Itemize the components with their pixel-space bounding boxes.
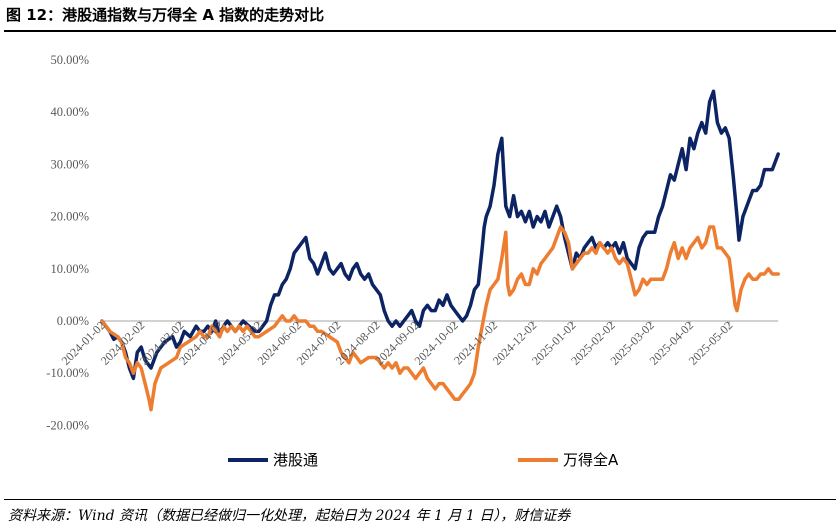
figure-title: 图 12：港股通指数与万得全 A 指数的走势对比 xyxy=(6,6,325,24)
series-lines xyxy=(100,89,780,412)
y-tick-label: 50.00% xyxy=(50,53,89,67)
y-tick-label: -10.00% xyxy=(46,366,89,380)
y-tick-label: 10.00% xyxy=(50,262,89,276)
series-line-1 xyxy=(100,89,780,381)
y-tick-label: -20.00% xyxy=(46,418,89,432)
y-tick-label: 20.00% xyxy=(50,210,89,224)
series-line-2 xyxy=(100,225,780,412)
y-tick-label: 30.00% xyxy=(50,157,89,171)
top-rule xyxy=(4,30,836,32)
y-tick-label: 40.00% xyxy=(50,105,89,119)
x-axis-ticks: 2024-01-022024-02-022024-03-022024-04-02… xyxy=(59,318,736,367)
bottom-rule xyxy=(4,499,836,500)
legend-label-2: 万得全A xyxy=(563,451,619,469)
y-tick-label: 0.00% xyxy=(57,314,89,328)
chart: 50.00% 40.00% 30.00% 20.00% 10.00% 0.00% -10.0… xyxy=(46,53,780,469)
x-axis-tickmarks xyxy=(101,321,730,326)
legend-label-1: 港股通 xyxy=(273,451,318,469)
y-axis-ticks: 50.00% 40.00% 30.00% 20.00% 10.00% 0.00% -10.0… xyxy=(46,53,89,432)
legend: 港股通 万得全A xyxy=(228,451,619,469)
source-note: 资料来源：Wind 资讯（数据已经做归一化处理，起始日为 2024 年 1 月 … xyxy=(8,508,571,524)
